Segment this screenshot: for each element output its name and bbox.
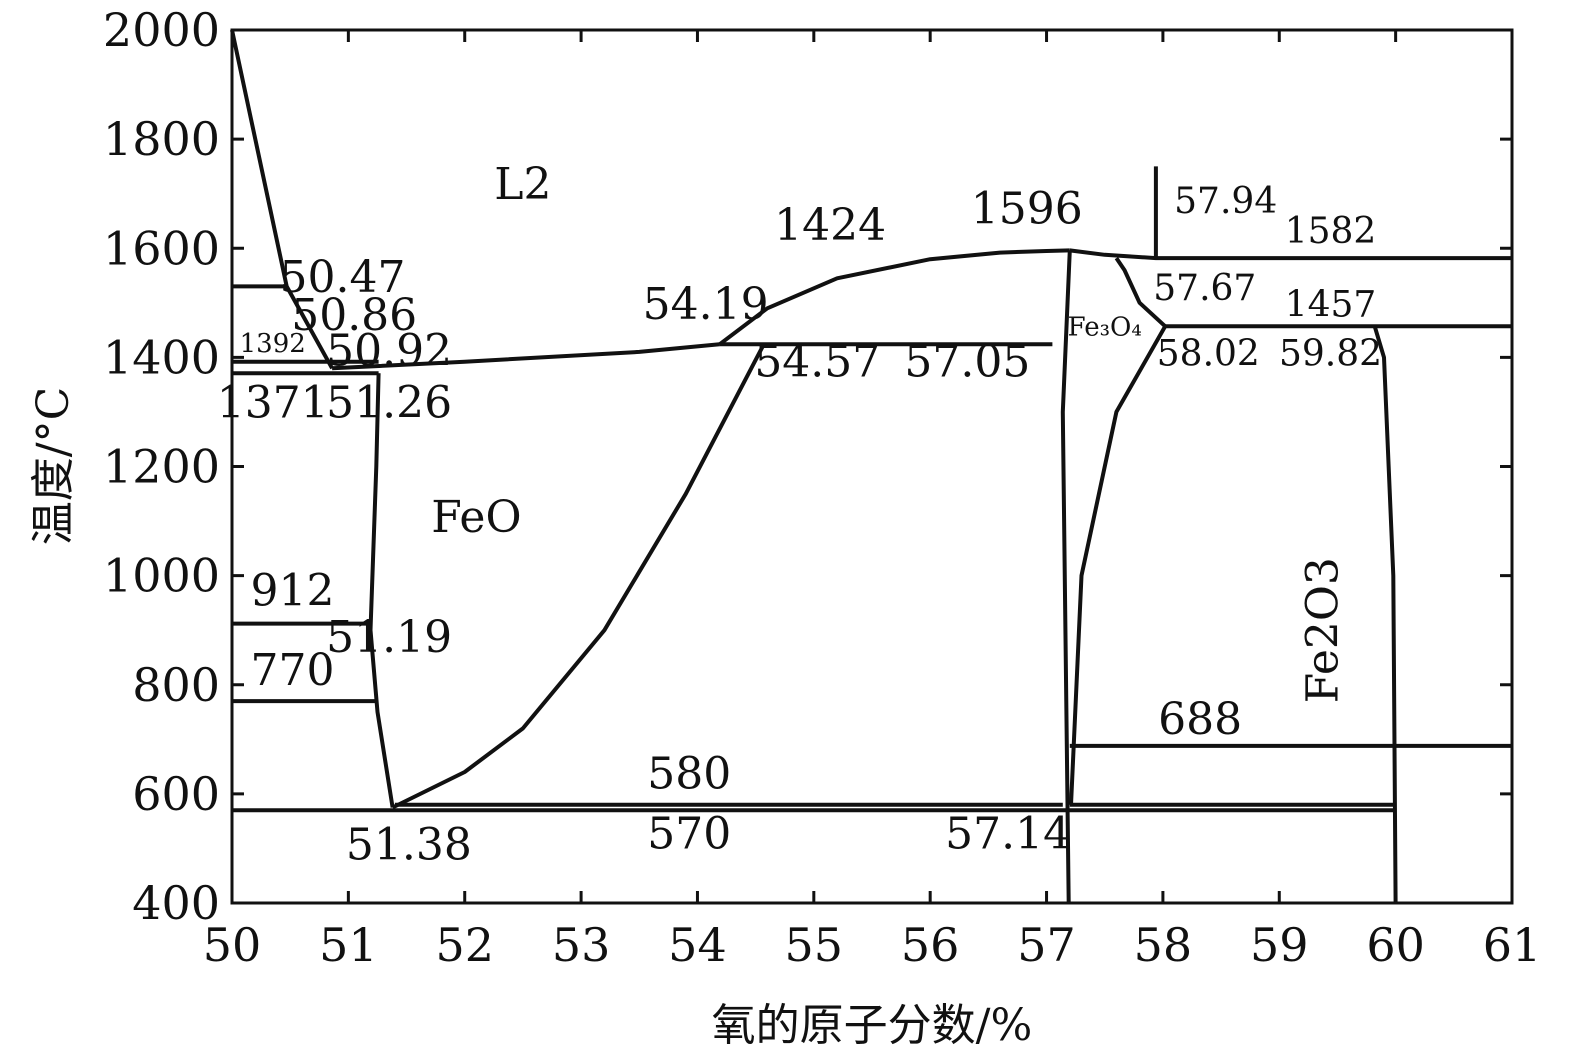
phase-boundary-line-2 [718,248,1070,346]
annotation-label: 54.57 [754,337,880,388]
annotation-label: 54.19 [643,279,769,330]
annotation-label: 57.67 [1153,268,1256,309]
y-tick-label: 1400 [103,330,220,384]
annotation-label: 1582 [1285,211,1377,252]
phase-boundary-line-1 [332,342,720,371]
annotation-label: 50.92 [326,326,452,377]
annotation-label: 50.47 [280,252,406,303]
annotation-label: 580 [647,748,731,799]
annotations: L2FeOFe₃O₄Fe2O350.4750.8650.921392137151… [217,159,1382,870]
phase-boundary-line-6 [1114,256,1167,328]
annotation-label: 912 [251,566,335,617]
x-tick-label: 50 [203,918,262,972]
phase-boundary-line-15 [391,343,766,810]
x-tick-label: 56 [901,918,960,972]
annotation-label: 57.94 [1174,181,1277,222]
annotation-label: L2 [494,159,551,210]
x-tick-label: 53 [552,918,611,972]
annotation-label: 58.02 [1157,334,1260,375]
y-tick-label: 800 [132,658,220,712]
y-tick-label: 2000 [103,3,220,57]
y-tick-label: 600 [132,767,220,821]
phase-boundary-line-4 [1060,250,1072,904]
x-axis-ticks: 50 51 52 53 54 55 56 57 58 59 60 61 [203,30,1542,972]
annotation-label: 1371 [217,377,329,428]
annotation-label: 51.38 [346,819,472,870]
annotation-label: 59.82 [1279,334,1382,375]
x-tick-label: 59 [1250,918,1309,972]
annotation-label: 57.05 [904,337,1030,388]
phase-boundary-line-3 [1069,248,1512,261]
annotation-label: 1457 [1285,285,1377,326]
x-tick-label: 54 [668,918,727,972]
y-axis-ticks: 400 600 800 1000 1200 1400 1600 1800 2000 [103,3,1512,930]
annotation-label: 1424 [774,200,886,251]
annotation-label: 688 [1158,694,1242,745]
annotation-label: FeO [431,492,521,543]
phase-boundary-line-5 [1069,325,1167,805]
y-tick-label: 1000 [103,549,220,603]
x-tick-label: 61 [1483,918,1542,972]
x-tick-label: 51 [319,918,378,972]
y-tick-label: 1200 [103,440,220,494]
annotation-label: 57.14 [945,808,1071,859]
annotation-label: 1596 [971,184,1083,235]
annotation-label: Fe₃O₄ [1068,313,1142,343]
x-tick-label: 58 [1134,918,1193,972]
phase-boundaries [230,29,1512,904]
phase-boundary-line-12 [368,373,395,808]
annotation-label: Fe2O3 [1298,557,1349,703]
annotation-label: 50.86 [291,290,417,341]
y-axis-title: 温度/°C [28,387,79,546]
y-tick-label: 1800 [103,112,220,166]
x-tick-label: 60 [1366,918,1425,972]
annotation-label: 1392 [240,329,306,359]
x-tick-label: 57 [1017,918,1076,972]
x-axis-title: 氧的原子分数/% [712,1000,1033,1051]
annotation-label: 51.19 [326,612,452,663]
plot-area-frame [230,28,1514,905]
y-tick-label: 400 [132,876,220,930]
phase-boundary-line-8 [1372,325,1398,904]
x-tick-label: 52 [435,918,494,972]
annotation-label: 770 [251,645,335,696]
x-tick-label: 55 [785,918,844,972]
annotation-label: 570 [647,808,731,859]
y-tick-label: 1600 [103,221,220,275]
annotation-label: 51.26 [326,377,452,428]
